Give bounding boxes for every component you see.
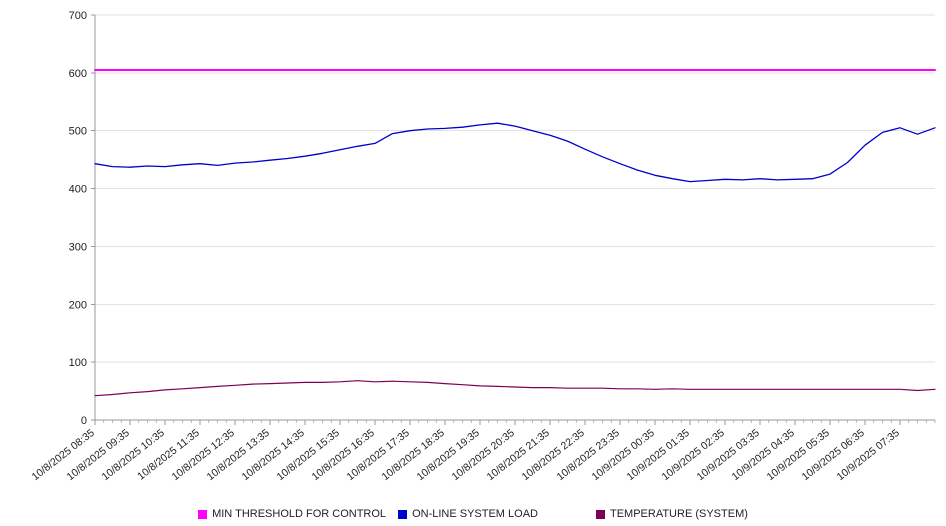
x-tick-label: 10/8/2025 09:35 [65,427,132,483]
y-tick-label: 600 [69,68,87,80]
x-tick-label: 10/9/2025 02:35 [660,427,727,483]
chart-legend: MIN THRESHOLD FOR CONTROL ON-LINE SYSTEM … [0,508,946,520]
y-tick-label: 200 [69,299,87,311]
y-tick-label: 300 [69,241,87,253]
x-tick-label: 10/8/2025 23:35 [555,427,622,483]
x-tick-label: 10/8/2025 16:35 [310,427,377,483]
x-tick-label: 10/8/2025 18:35 [380,427,447,483]
x-tick-label: 10/9/2025 00:35 [590,427,657,483]
x-tick-label: 10/8/2025 12:35 [170,427,237,483]
x-tick-label: 10/8/2025 14:35 [240,427,307,483]
legend-item-2[interactable]: TEMPERATURE (SYSTEM) [595,508,748,520]
legend-item-1[interactable]: ON-LINE SYSTEM LOAD [398,508,538,520]
legend-swatch-icon [398,509,408,519]
x-tick-label: 10/8/2025 08:35 [30,427,97,483]
legend-item-0[interactable]: MIN THRESHOLD FOR CONTROL [198,508,386,520]
y-tick-label: 400 [69,184,87,196]
x-tick-label: 10/8/2025 10:35 [100,427,167,483]
legend-label: TEMPERATURE (SYSTEM) [609,508,748,520]
x-tick-label: 10/9/2025 07:35 [835,427,902,483]
x-tick-label: 10/8/2025 22:35 [520,427,587,483]
legend-label: MIN THRESHOLD FOR CONTROL [212,508,387,520]
series-line-1 [94,122,936,183]
legend-swatch-icon [198,509,208,519]
x-tick-label: 10/8/2025 11:35 [135,427,202,483]
y-tick-label: 100 [69,357,87,369]
x-tick-label: 10/8/2025 19:35 [415,427,482,483]
y-tick-label: 0 [81,415,87,427]
x-tick-label: 10/8/2025 13:35 [205,427,272,483]
x-tick-label: 10/8/2025 17:35 [345,427,412,483]
x-tick-label: 10/9/2025 05:35 [765,427,832,483]
x-tick-label: 10/9/2025 04:35 [730,427,797,483]
y-tick-label: 500 [69,126,87,138]
y-tick-label: 700 [69,10,87,22]
legend-label: ON-LINE SYSTEM LOAD [412,508,538,520]
series-line-2 [94,380,936,397]
x-tick-label: 10/8/2025 20:35 [450,427,517,483]
x-tick-label: 10/9/2025 03:35 [695,427,762,483]
x-tick-label: 10/9/2025 06:35 [800,427,867,483]
x-tick-label: 10/9/2025 01:35 [625,427,692,483]
x-tick-label: 10/8/2025 15:35 [275,427,342,483]
legend-swatch-icon [595,509,605,519]
x-tick-label: 10/8/2025 21:35 [485,427,552,483]
